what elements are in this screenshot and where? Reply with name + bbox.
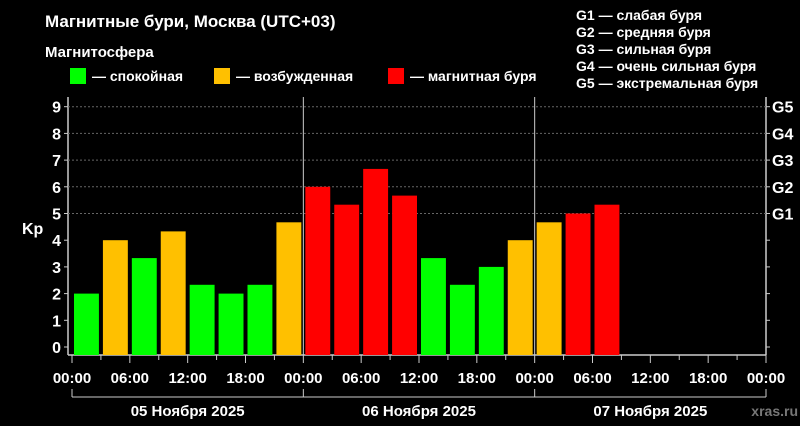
legend-swatch-active — [214, 68, 230, 84]
day-label: 06 Ноября 2025 — [362, 403, 476, 420]
legend-item-quiet: — спокойная — [70, 68, 183, 84]
kp-bar — [247, 284, 273, 355]
x-tick-label: 12:00 — [631, 370, 669, 387]
watermark: xras.ru — [751, 403, 798, 419]
x-tick-label: 18:00 — [458, 370, 496, 387]
kp-bar — [363, 168, 389, 355]
g-level-label: G4 — [772, 126, 793, 143]
y-tick-label: 9 — [52, 100, 61, 117]
kp-bar — [102, 240, 128, 355]
kp-bar — [276, 222, 302, 355]
y-tick-label: 1 — [52, 313, 61, 330]
x-tick-label: 12:00 — [400, 370, 438, 387]
x-tick-label: 00:00 — [747, 370, 785, 387]
kp-bar — [160, 231, 186, 355]
kp-bar — [594, 204, 620, 355]
legend-item-storm: — магнитная буря — [388, 68, 537, 84]
kp-bar — [218, 293, 244, 355]
legend-label: — возбужденная — [236, 68, 354, 84]
g-scale-item: G2 — средняя буря — [576, 24, 711, 40]
g-scale-legend: G1 — слабая буря G2 — средняя буря G3 — … — [576, 7, 758, 92]
kp-bar — [536, 222, 562, 355]
x-tick-label: 00:00 — [515, 370, 553, 387]
x-tick-label: 12:00 — [168, 370, 206, 387]
y-tick-label: 3 — [52, 260, 61, 277]
kp-bar — [305, 186, 331, 355]
kp-bar — [392, 195, 417, 355]
x-tick-label: 06:00 — [342, 370, 380, 387]
legend-label: — магнитная буря — [410, 68, 537, 84]
legend-label: — спокойная — [92, 68, 184, 84]
legend-item-active: — возбужденная — [214, 68, 353, 84]
g-level-label: G3 — [772, 153, 793, 170]
y-tick-label: 2 — [52, 287, 61, 304]
g-level-label: G1 — [772, 207, 793, 224]
legend-swatch-quiet — [70, 68, 86, 84]
kp-bar — [449, 284, 475, 355]
kp-bar — [189, 284, 215, 355]
x-tick-label: 06:00 — [111, 370, 149, 387]
g-level-label: G2 — [772, 180, 793, 197]
x-tick-label: 00:00 — [284, 370, 322, 387]
kp-bar — [507, 240, 533, 355]
g-scale-item: G4 — очень сильная буря — [576, 58, 757, 74]
x-tick-label: 00:00 — [53, 370, 91, 387]
y-tick-label: 7 — [52, 153, 61, 170]
kp-bar — [478, 266, 504, 355]
kp-bar — [421, 258, 446, 355]
g-level-label: G5 — [772, 100, 793, 117]
legend-swatch-storm — [388, 68, 404, 84]
x-tick-label: 18:00 — [689, 370, 727, 387]
y-tick-label: 8 — [52, 126, 61, 143]
kp-bar — [565, 213, 591, 355]
y-tick-label: 4 — [52, 233, 61, 250]
chart-title: Магнитные бури, Москва (UTC+03) — [45, 12, 336, 31]
x-tick-label: 18:00 — [226, 370, 264, 387]
kp-bar — [334, 204, 360, 355]
y-tick-label: 6 — [52, 180, 61, 197]
g-scale-item: G1 — слабая буря — [576, 7, 703, 23]
g-scale-item: G3 — сильная буря — [576, 41, 712, 57]
day-label: 05 Ноября 2025 — [131, 403, 245, 420]
kp-bar — [131, 258, 157, 355]
kp-bar — [74, 293, 99, 355]
legend-title: Магнитосфера — [45, 44, 154, 61]
day-label: 07 Ноября 2025 — [593, 403, 707, 420]
y-tick-label: 5 — [52, 207, 61, 224]
y-axis-label: Kp — [22, 221, 44, 238]
g-scale-item: G5 — экстремальная буря — [576, 75, 759, 91]
x-tick-label: 06:00 — [573, 370, 611, 387]
y-tick-label: 0 — [52, 340, 61, 357]
